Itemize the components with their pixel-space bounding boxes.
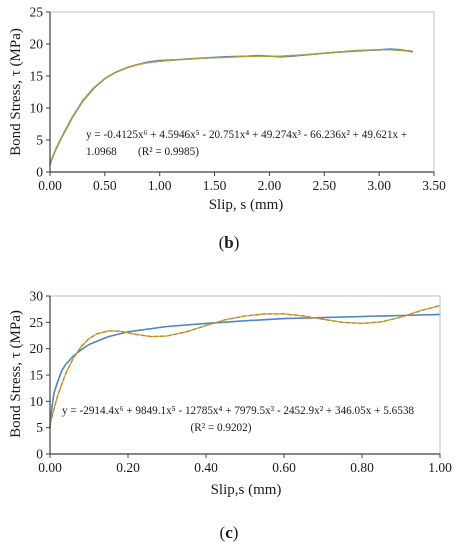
chart-b-x-tick-label: 3.00: [367, 178, 391, 193]
chart-c-x-tick-label: 0.80: [350, 460, 374, 475]
chart-c-y-tick-label: 15: [30, 368, 44, 383]
chart-c-series-fit-accent-line: [49, 304, 441, 425]
chart-c-y-tick-label: 25: [30, 315, 44, 330]
chart-c-y-tick-label: 30: [30, 289, 44, 304]
chart-c-y-tick-label: 0: [36, 447, 43, 462]
chart-c-y-tick-label: 20: [30, 341, 44, 356]
chart-b-y-axis-title: Bond Stress, τ (MPa): [8, 28, 24, 156]
chart-b-ticks: 0.00 0.50 1.00 1.50 2.00 2.50 3.00 3.50 0 5 10 15 20…: [30, 5, 447, 194]
chart-c-x-tick-label: 0.20: [116, 460, 140, 475]
chart-b-x-tick-label: 1.00: [148, 178, 172, 193]
chart-b-x-tick-label: 2.00: [258, 178, 282, 193]
chart-b-panel-letter: b: [224, 233, 233, 252]
chart-b-y-tick-label: 10: [30, 101, 44, 116]
chart-c-x-tick-label: 0.00: [38, 460, 62, 475]
chart-b-axes: [49, 11, 435, 173]
chart-b-y-tick-label: 20: [30, 37, 44, 52]
chart-c-series: [49, 304, 441, 429]
chart-c-panel-label: (c): [220, 523, 239, 542]
chart-c-x-axis-title: Slip,s (mm): [211, 482, 282, 498]
chart-c: 0.00 0.20 0.40 0.60 0.80 1.00 0 5 10 15 20 25 30 Sli…: [8, 289, 452, 543]
chart-b-panel-label: (b): [219, 233, 240, 252]
chart-b-r-squared: (R² = 0.9985): [138, 146, 199, 158]
chart-c-y-axis-title: Bond Stress, τ (MPa): [8, 310, 24, 438]
chart-b-series-fit-accent-line: [49, 49, 413, 166]
chart-c-x-tick-label: 0.60: [272, 460, 296, 475]
chart-c-ticks: 0.00 0.20 0.40 0.60 0.80 1.00 0 5 10 15 20 25 30: [30, 289, 453, 476]
chart-b-y-tick-label: 25: [30, 5, 44, 20]
chart-c-y-tick-label: 10: [30, 394, 44, 409]
chart-b-equation-line-1: y = -0.4125x⁶ + 4.5946x⁵ - 20.751x⁴ + 49…: [86, 129, 407, 141]
chart-b-x-axis-title: Slip, s (mm): [209, 197, 284, 213]
chart-b-y-tick-label: 5: [36, 133, 43, 148]
chart-c-y-tick-label: 5: [36, 420, 43, 435]
chart-b-y-tick-label: 0: [36, 165, 43, 180]
chart-b-equation-line-2: 1.0968: [86, 146, 117, 158]
chart-b-x-tick-label: 0.50: [93, 178, 117, 193]
chart-c-series-experimental-line: [49, 313, 441, 429]
chart-b-x-tick-label: 3.50: [422, 178, 446, 193]
chart-b: 0.00 0.50 1.00 1.50 2.00 2.50 3.00 3.50 0 5 10 15 20…: [8, 5, 446, 253]
chart-b-x-tick-label: 2.50: [312, 178, 336, 193]
chart-c-panel-letter: c: [225, 523, 233, 542]
chart-b-x-tick-label: 0.00: [38, 178, 62, 193]
chart-c-equation: y = -2914.4x⁶ + 9849.1x⁵ - 12785x⁴ + 797…: [62, 405, 414, 417]
chart-c-x-tick-label: 1.00: [428, 460, 452, 475]
chart-b-y-tick-label: 15: [30, 69, 44, 84]
chart-c-r-squared: (R² = 0.9202): [191, 422, 252, 434]
chart-b-x-tick-label: 1.50: [203, 178, 227, 193]
chart-c-x-tick-label: 0.40: [194, 460, 218, 475]
chart-b-series: [49, 48, 413, 166]
